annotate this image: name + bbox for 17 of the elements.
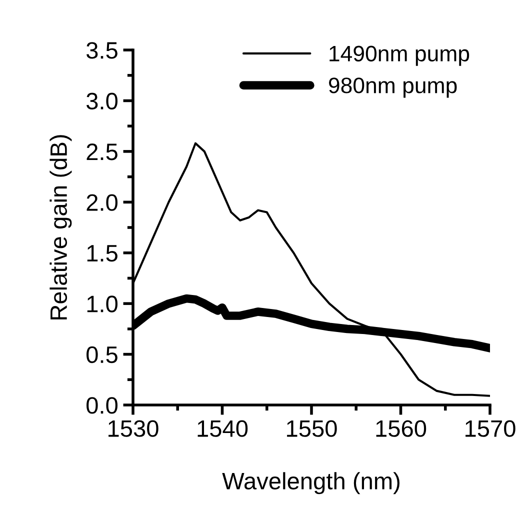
y-tick-label: 0.5 (86, 346, 118, 364)
x-axis-title: Wavelength (nm) (222, 472, 400, 494)
y-tick-label: 3.5 (86, 42, 118, 59)
legend-label: 980nm pump (328, 78, 457, 98)
y-tick-label: 2.0 (86, 194, 118, 211)
y-tick-label: 0.0 (86, 397, 118, 414)
legend-label: 1490nm pump (330, 46, 470, 66)
x-tick-label: 1530 (108, 420, 158, 437)
y-axis-title: Relative gain (dB) (50, 135, 72, 320)
x-tick-label: 1540 (198, 420, 248, 437)
x-tick-label: 1570 (466, 420, 516, 437)
y-tick-label: 3.0 (86, 92, 118, 110)
y-tick-label: 2.5 (86, 143, 118, 160)
y-tick-label: 1.5 (87, 245, 118, 262)
y-tick-label: 1.0 (87, 296, 118, 312)
x-tick-label: 1560 (376, 420, 426, 437)
x-tick-label: 1550 (287, 420, 337, 437)
